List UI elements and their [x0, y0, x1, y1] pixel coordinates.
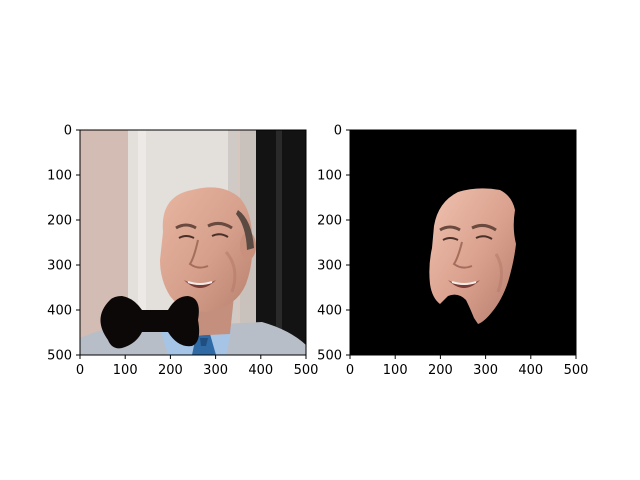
right-x-tick-label: 100 — [383, 363, 408, 378]
bow-tie-shape — [100, 296, 200, 349]
left-y-tick-label: 400 — [47, 304, 72, 319]
left-x-tick-label: 100 — [113, 363, 138, 378]
right-x-ticks: 0 100 200 300 400 500 — [346, 355, 589, 378]
right-x-tick-label: 400 — [518, 363, 543, 378]
right-y-tick-label: 300 — [317, 259, 342, 274]
right-x-tick-label: 0 — [346, 363, 354, 378]
right-y-tick-label: 500 — [317, 349, 342, 364]
right-y-tick-label: 0 — [334, 124, 342, 139]
right-x-tick-label: 200 — [428, 363, 453, 378]
right-subplot: 0 100 200 300 400 500 0 100 200 300 400 500 — [317, 124, 588, 379]
left-x-tick-label: 0 — [76, 363, 84, 378]
right-y-tick-label: 100 — [317, 169, 342, 184]
right-y-tick-label: 400 — [317, 304, 342, 319]
left-y-tick-label: 500 — [47, 349, 72, 364]
left-x-ticks: 0 100 200 300 400 500 — [76, 355, 319, 378]
right-axes-frame — [349, 129, 577, 356]
left-photo — [80, 130, 306, 355]
left-y-tick-label: 0 — [64, 124, 72, 139]
left-axes-frame — [79, 129, 307, 356]
right-x-tick-label: 300 — [473, 363, 498, 378]
right-x-tick-label: 500 — [564, 363, 589, 378]
right-y-tick-label: 200 — [317, 214, 342, 229]
left-x-tick-label: 400 — [248, 363, 273, 378]
right-photo — [350, 130, 576, 355]
left-subplot: 0 100 200 300 400 500 0 100 200 300 400 500 — [47, 124, 318, 379]
left-y-tick-label: 100 — [47, 169, 72, 184]
left-x-tick-label: 500 — [294, 363, 319, 378]
left-y-tick-label: 200 — [47, 214, 72, 229]
left-y-ticks: 0 100 200 300 400 500 — [47, 124, 80, 364]
left-x-tick-label: 200 — [158, 363, 183, 378]
left-x-tick-label: 300 — [203, 363, 228, 378]
segmented-face — [429, 188, 516, 324]
right-y-ticks: 0 100 200 300 400 500 — [317, 124, 350, 364]
left-y-tick-label: 300 — [47, 259, 72, 274]
